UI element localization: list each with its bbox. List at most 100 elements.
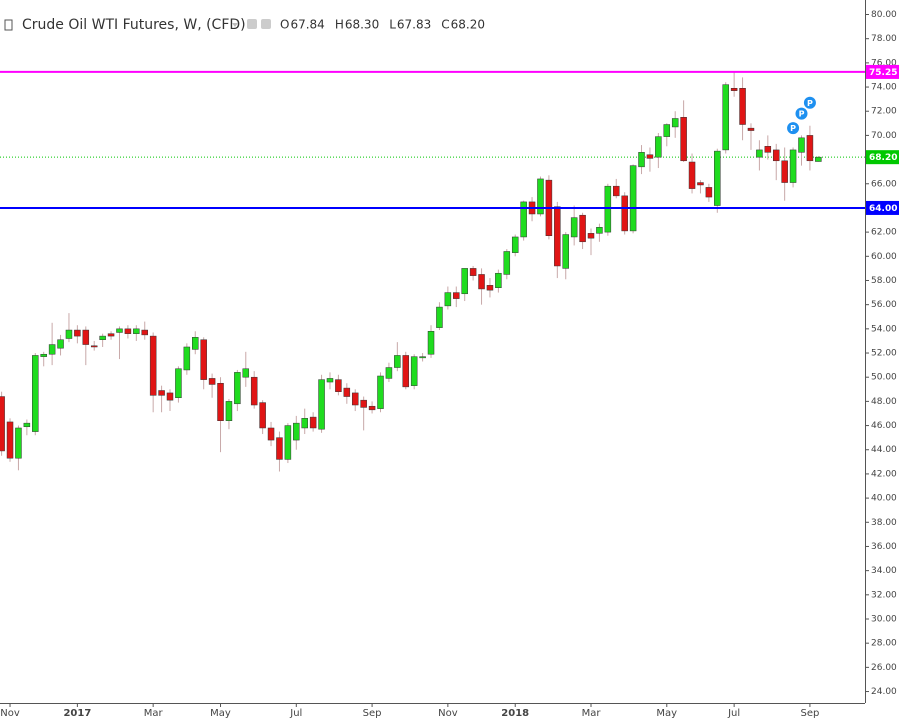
- price-tag: [866, 150, 899, 165]
- y-tick-label: 50.00: [871, 373, 897, 383]
- close-icon[interactable]: [261, 19, 271, 29]
- candle-body: [267, 427, 275, 441]
- candle-body: [486, 285, 494, 291]
- x-tick-label: Jul: [727, 708, 740, 719]
- candle-body: [284, 425, 292, 460]
- candle-body: [806, 135, 814, 162]
- y-tick-label: 26.00: [871, 663, 897, 673]
- candle-body: [368, 405, 376, 411]
- y-tick-label: 52.00: [871, 349, 897, 359]
- candle-body: [798, 137, 805, 153]
- ohlc-field: C: [441, 18, 449, 32]
- price-tag-label: 64.00: [869, 204, 897, 214]
- y-tick-label: 56.00: [871, 300, 897, 310]
- price-tag: [866, 64, 899, 79]
- ohlc-field: L: [389, 18, 396, 32]
- y-tick-label: 48.00: [871, 397, 897, 407]
- settings-icon[interactable]: [247, 19, 257, 29]
- x-tick-label: Mar: [144, 708, 164, 719]
- y-tick-label: 60.00: [871, 252, 897, 262]
- candle-body: [385, 367, 393, 379]
- candle-body: [772, 149, 780, 162]
- x-tick-label: 2017: [63, 708, 91, 719]
- y-tick-label: 78.00: [871, 34, 897, 44]
- candle-body: [394, 355, 401, 368]
- candle-body: [6, 421, 14, 459]
- candle-body: [495, 272, 502, 288]
- ohlc-value: 67.84: [290, 18, 324, 32]
- candle-body: [815, 156, 822, 162]
- candle-body: [789, 149, 797, 183]
- candle-body: [343, 387, 351, 397]
- candle-body: [360, 399, 367, 408]
- y-tick-label: 58.00: [871, 276, 897, 286]
- y-tick-label: 74.00: [871, 83, 897, 93]
- y-tick-label: 72.00: [871, 107, 897, 117]
- candle-body: [192, 337, 199, 350]
- candle-body: [427, 331, 435, 355]
- price-tag-label: 75.25: [869, 68, 897, 78]
- candle-body: [141, 329, 148, 336]
- y-tick-label: 34.00: [871, 566, 897, 576]
- candle-body: [183, 346, 191, 371]
- dropdown-arrow[interactable]: [232, 23, 238, 27]
- candle-body: [621, 195, 628, 232]
- x-tick-label: Sep: [800, 708, 819, 719]
- marker-label: P: [790, 124, 796, 133]
- candle-body: [697, 182, 704, 186]
- candle-body: [554, 206, 561, 267]
- candle-body: [116, 328, 123, 333]
- candle-body: [444, 292, 452, 307]
- candle-body: [688, 161, 696, 189]
- candle-body: [587, 233, 595, 239]
- y-tick-label: 24.00: [871, 687, 897, 697]
- candle-body: [511, 236, 519, 253]
- candle-body: [175, 368, 182, 399]
- x-tick-label: Mar: [582, 708, 602, 719]
- candle-body: [250, 376, 258, 406]
- y-tick-label: 36.00: [871, 542, 897, 552]
- candle-body: [208, 378, 216, 385]
- candle-body: [781, 160, 788, 183]
- candle-body: [646, 154, 654, 159]
- candle-body: [293, 422, 300, 441]
- y-tick-label: 62.00: [871, 228, 897, 238]
- candle-body: [638, 152, 645, 168]
- candle-body: [99, 335, 106, 340]
- candle-body: [309, 416, 317, 429]
- price-tag: [866, 200, 899, 215]
- marker-label: P: [807, 99, 813, 108]
- candle-body: [756, 149, 763, 158]
- candle-body: [655, 136, 662, 158]
- candle-body: [604, 185, 612, 233]
- candle-body: [107, 333, 115, 337]
- y-tick-label: 44.00: [871, 445, 897, 455]
- x-tick-label: Nov: [438, 708, 458, 719]
- candle-body: [149, 335, 157, 396]
- candle-body: [15, 427, 22, 459]
- candle-body: [410, 356, 418, 386]
- candle-body: [579, 214, 586, 243]
- x-tick-label: 2018: [501, 708, 529, 719]
- candle-body: [166, 392, 174, 401]
- candle-body: [377, 375, 384, 409]
- candle-body: [234, 372, 241, 405]
- x-tick-label: May: [210, 708, 231, 719]
- candle-body: [217, 382, 224, 421]
- candle-body: [739, 88, 746, 125]
- candle-body: [0, 396, 5, 452]
- marker-label: P: [799, 110, 805, 119]
- ohlc-header: O 67.84 H 68.30 L 67.83 C 68.20: [280, 18, 485, 32]
- candle-body: [663, 124, 671, 137]
- candle-body: [520, 201, 527, 238]
- candle-body: [351, 392, 359, 406]
- candle-body: [32, 355, 39, 432]
- collapse-icon[interactable]: [4, 19, 13, 31]
- marker: [787, 122, 800, 135]
- candle-body: [436, 306, 443, 328]
- ohlc-value: 67.83: [397, 18, 431, 32]
- y-tick-label: 66.00: [871, 179, 897, 189]
- candle-body: [242, 368, 250, 378]
- candle-body: [23, 422, 31, 428]
- candle-body: [301, 418, 308, 429]
